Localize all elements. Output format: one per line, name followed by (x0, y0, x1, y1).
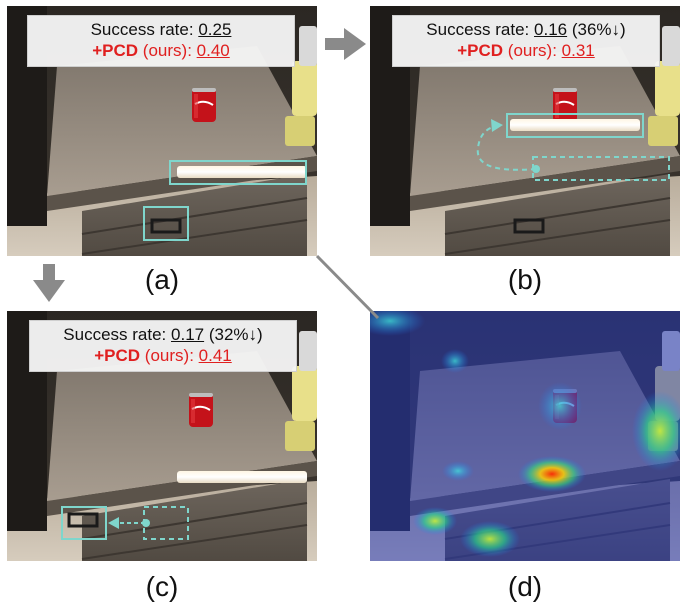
score-box-b: Success rate: 0.16 (36%↓) +PCD (ours): 0… (392, 15, 660, 67)
scene-image-a (7, 6, 317, 256)
heatmap-image-d (370, 311, 680, 561)
heatmap-hotspot-topleft (370, 311, 425, 336)
pcd-label: +PCD (457, 41, 504, 60)
heatmap-hotspot-main (518, 456, 586, 492)
pcd-value: 0.40 (196, 41, 230, 60)
pcd-rest: (ours): (140, 346, 199, 365)
arrow-a-to-b-head (344, 28, 366, 60)
heatmap-hotspot-bottom (460, 521, 520, 557)
arrow-a-to-b-shaft (325, 38, 345, 50)
scene-image-b (370, 6, 680, 256)
highlight-box-handle (143, 206, 189, 241)
success-label: Success rate: (63, 325, 172, 344)
pcd-value: 0.41 (198, 346, 232, 365)
pcd-rest: (ours): (503, 41, 562, 60)
move-origin-dot (142, 519, 150, 527)
heatmap-hotspot-left (413, 507, 457, 535)
move-arrow-head (491, 119, 503, 132)
success-value: 0.25 (198, 20, 232, 39)
success-label: Success rate: (426, 20, 535, 39)
arrow-a-to-c-shaft (43, 264, 55, 282)
score-box-a: Success rate: 0.25 +PCD (ours): 0.40 (27, 15, 295, 67)
caption-a: (a) (144, 264, 180, 295)
highlight-box-light (169, 160, 307, 185)
heatmap-hotspot-mid (442, 461, 474, 481)
success-label: Success rate: (90, 20, 199, 39)
panel-b: Success rate: 0.16 (36%↓) +PCD (ours): 0… (370, 6, 680, 256)
success-delta: (36%↓) (567, 20, 626, 39)
highlight-box-handle-new (61, 506, 107, 540)
caption-b: (b) (507, 264, 543, 295)
link-a-to-d (315, 254, 380, 320)
move-arrow-path (476, 125, 537, 171)
pcd-label: +PCD (94, 346, 141, 365)
heatmap-hotspot-upper (441, 349, 469, 373)
panel-c: Success rate: 0.17 (32%↓) +PCD (ours): 0… (7, 311, 317, 561)
pcd-rest: (ours): (138, 41, 197, 60)
success-value: 0.17 (171, 325, 205, 344)
highlight-box-light-new (506, 113, 644, 138)
move-arrow-head (108, 517, 119, 529)
success-value: 0.16 (534, 20, 568, 39)
pcd-label: +PCD (92, 41, 139, 60)
arrow-a-to-c-head (33, 280, 65, 302)
panel-a: Success rate: 0.25 +PCD (ours): 0.40 (7, 6, 317, 256)
caption-c: (c) (145, 571, 179, 602)
move-origin-dot (532, 165, 540, 173)
scene-image-c (7, 311, 317, 561)
heatmap-hotspot-robot (632, 391, 680, 471)
caption-d: (d) (507, 571, 543, 602)
panel-d (370, 311, 680, 561)
pcd-value: 0.31 (561, 41, 595, 60)
score-box-c: Success rate: 0.17 (32%↓) +PCD (ours): 0… (29, 320, 297, 372)
success-delta: (32%↓) (204, 325, 263, 344)
heatmap-hotspot-can (538, 382, 582, 430)
